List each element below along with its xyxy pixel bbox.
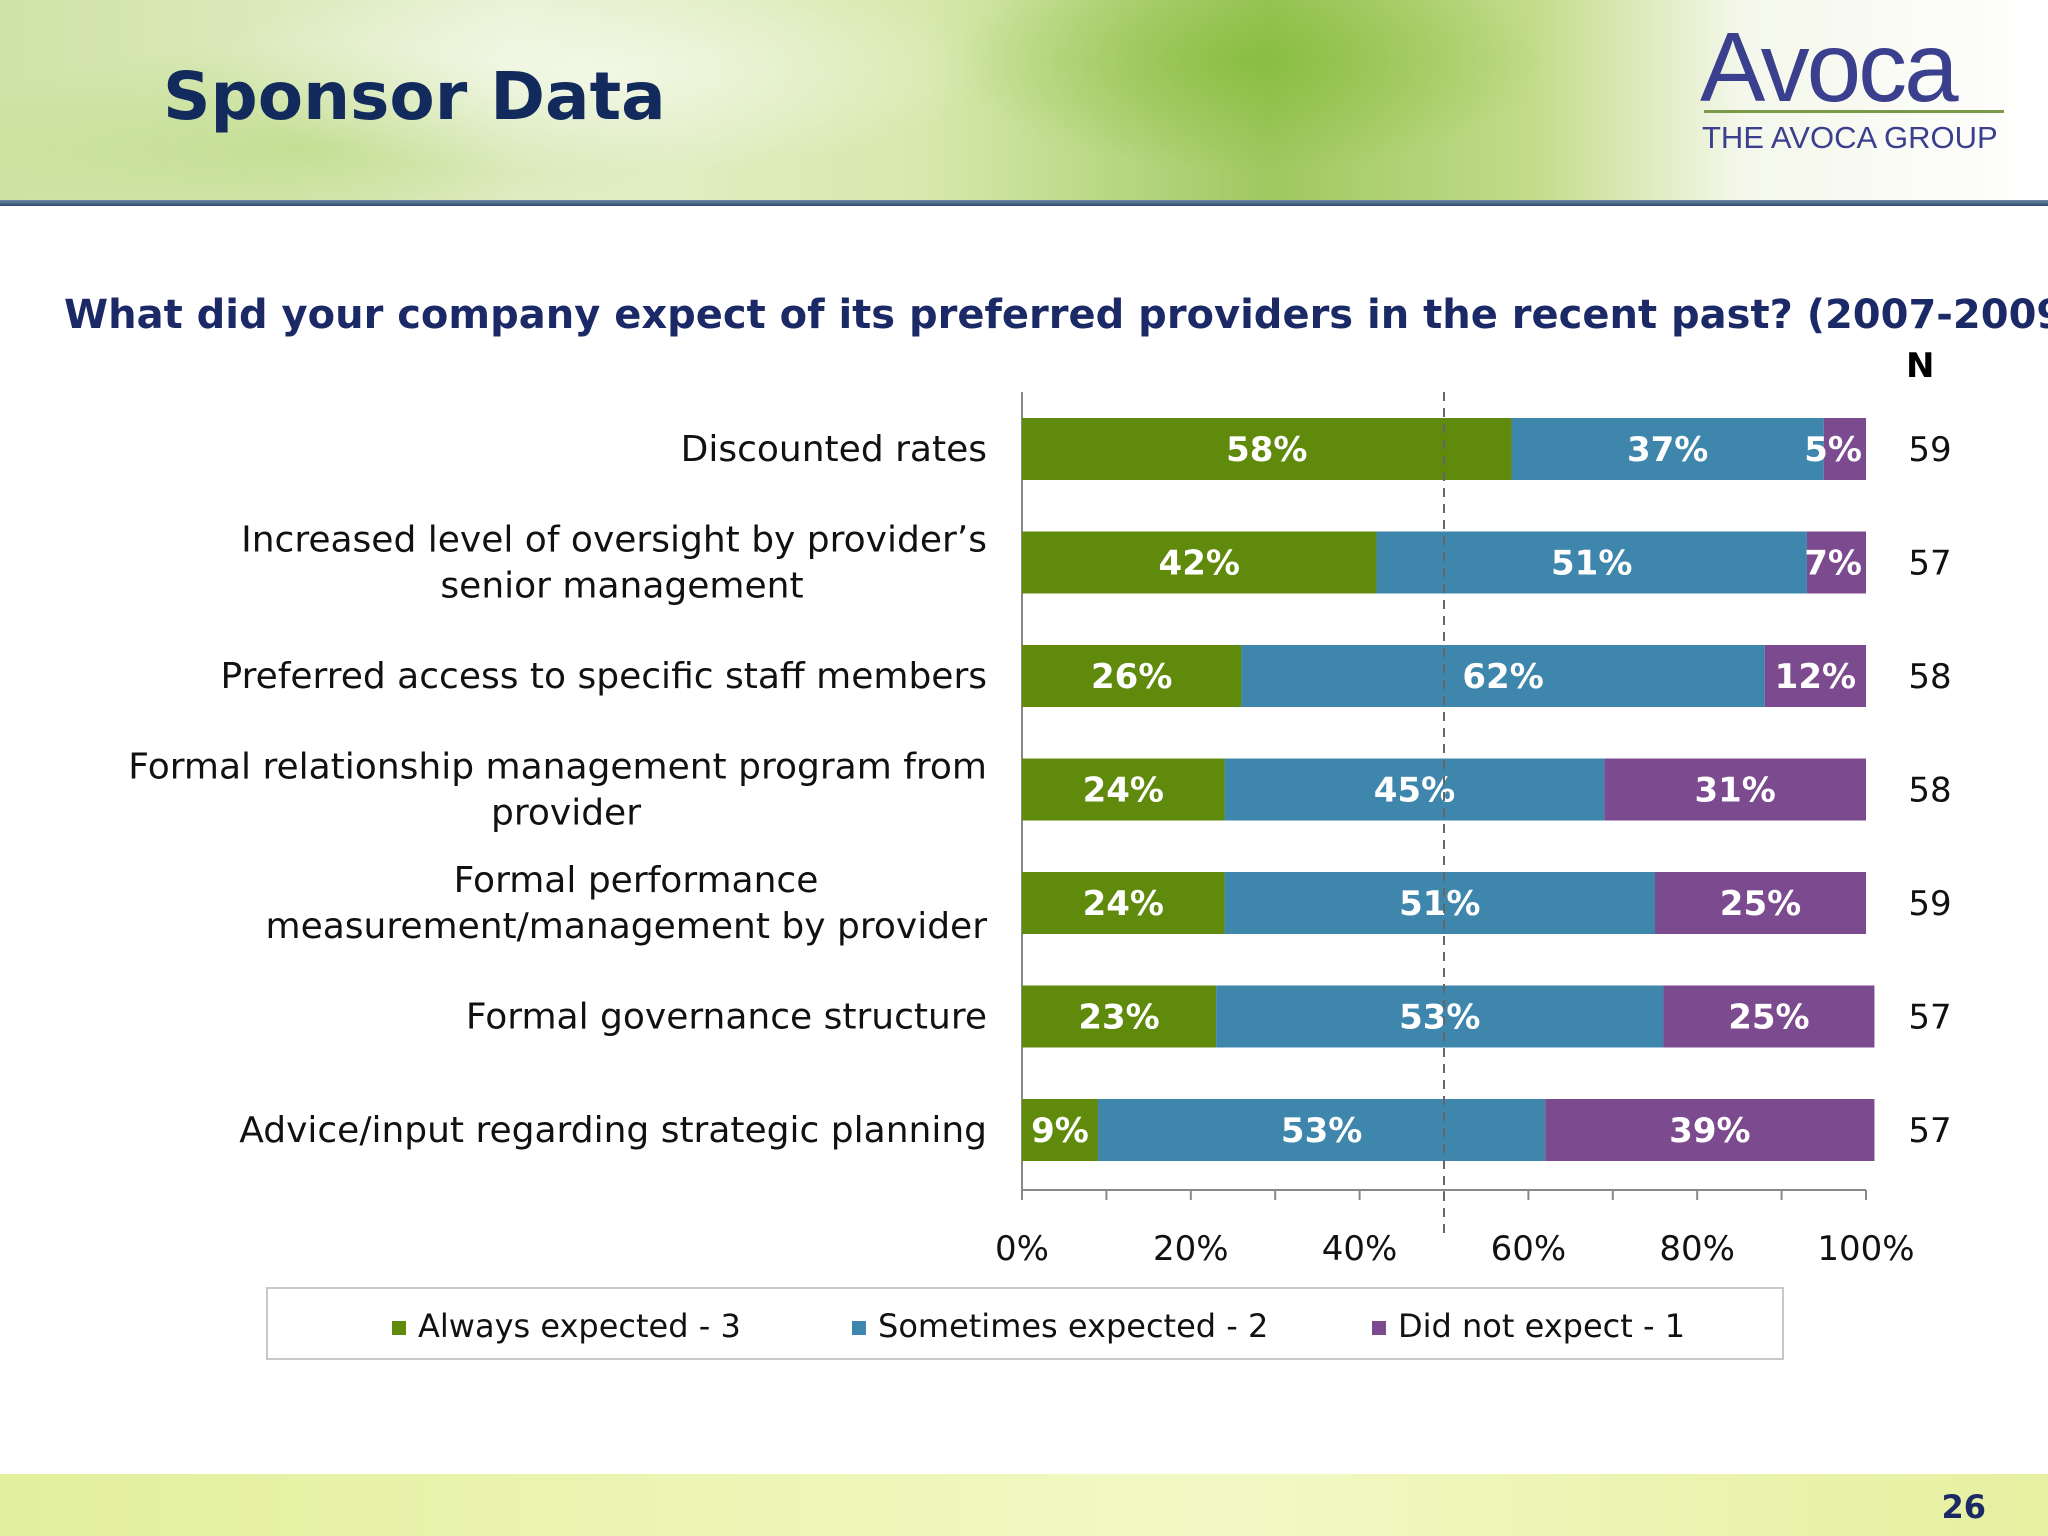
bar-segment: [1511, 418, 1824, 480]
bar-data-label: 25%: [1720, 884, 1801, 924]
chart-question: What did your company expect of its pref…: [64, 292, 2048, 338]
bar-data-label: 42%: [1159, 544, 1240, 584]
bar-data-label: 12%: [1775, 657, 1856, 697]
bar-segment: [1224, 872, 1655, 934]
footer-bar: 26: [0, 1474, 2048, 1536]
legend-item-did-not: Did not expect - 1: [1372, 1307, 1685, 1345]
legend-label-did-not: Did not expect - 1: [1398, 1307, 1686, 1345]
bar-segment: [1224, 758, 1605, 821]
bar-segment: [1022, 418, 1512, 480]
logo-subtitle: THE AVOCA GROUP: [1702, 120, 1998, 155]
bar-data-label: 5%: [1804, 430, 1862, 470]
page-title: Sponsor Data: [163, 58, 666, 135]
bar-segment: [1097, 1099, 1546, 1161]
category-label: Formal governance structure: [466, 997, 987, 1038]
bar-data-label: 51%: [1399, 884, 1480, 924]
category-label: Preferred access to specific staff membe…: [221, 656, 988, 697]
legend-item-always: Always expected - 3: [392, 1307, 741, 1345]
n-value: 57: [1908, 544, 1951, 584]
legend-swatch-sometimes: [852, 1321, 866, 1335]
n-column-header: N: [1906, 346, 1935, 386]
category-label: Formal performance: [454, 860, 819, 901]
bar-segment: [1663, 985, 1875, 1048]
legend-label-sometimes: Sometimes expected - 2: [878, 1307, 1269, 1345]
bar-data-label: 62%: [1462, 657, 1543, 697]
category-label: provider: [491, 793, 641, 834]
bar-data-label: 53%: [1399, 998, 1480, 1038]
category-label: Formal relationship management program f…: [128, 747, 987, 788]
category-label: senior management: [440, 566, 803, 607]
x-tick-label: 0%: [995, 1229, 1049, 1269]
header-banner: [0, 0, 2048, 203]
bar-data-label: 23%: [1078, 998, 1159, 1038]
x-tick-label: 100%: [1817, 1229, 1914, 1269]
bar-data-label: 51%: [1551, 544, 1632, 584]
legend-label-always: Always expected - 3: [418, 1307, 741, 1345]
bar-data-label: 9%: [1031, 1111, 1089, 1151]
bar-segment: [1376, 531, 1807, 594]
x-tick-label: 60%: [1491, 1229, 1567, 1269]
legend-swatch-did-not: [1372, 1321, 1386, 1335]
page-number: 26: [1941, 1488, 1986, 1526]
bar-data-label: 45%: [1374, 771, 1455, 811]
x-tick-label: 20%: [1153, 1229, 1229, 1269]
bar-data-label: 39%: [1669, 1111, 1750, 1151]
legend-item-sometimes: Sometimes expected - 2: [852, 1307, 1268, 1345]
avoca-logo: Avoca THE AVOCA GROUP: [1700, 12, 2012, 162]
bar-segment: [1022, 1099, 1098, 1161]
category-label: Discounted rates: [681, 429, 987, 470]
stacked-bar-chart: 0% 20% 40% 60% 80% 100% 58% 37% 5% Discounted rat…: [128, 392, 1952, 1269]
bar-segment: [1655, 872, 1866, 934]
x-tick-label: 40%: [1322, 1229, 1398, 1269]
bar-segment: [1241, 645, 1765, 707]
bar-data-label: 24%: [1083, 771, 1164, 811]
x-tick-label: 80%: [1659, 1229, 1735, 1269]
n-value: 59: [1908, 884, 1951, 924]
logo-wordmark: Avoca: [1700, 12, 1959, 122]
bar-data-label: 37%: [1627, 430, 1708, 470]
bar-segment: [1604, 758, 1866, 821]
logo-rule: [1704, 110, 2004, 113]
bar-data-label: 58%: [1226, 430, 1307, 470]
bar-segment: [1022, 758, 1225, 821]
n-value: 59: [1908, 430, 1951, 470]
category-label: measurement/management by provider: [266, 906, 988, 947]
category-label: Advice/input regarding strategic plannin…: [239, 1110, 987, 1151]
n-value: 57: [1908, 1111, 1951, 1151]
n-value: 58: [1908, 771, 1951, 811]
bar-segment: [1022, 985, 1217, 1048]
chart-legend: Always expected - 3 Sometimes expected -…: [266, 1287, 1784, 1360]
bar-data-label: 24%: [1083, 884, 1164, 924]
bar-segment: [1022, 531, 1377, 594]
bar-data-label: 31%: [1694, 771, 1775, 811]
category-label: Increased level of oversight by provider…: [241, 520, 987, 561]
header-divider: [0, 200, 2048, 206]
bar-data-label: 7%: [1804, 544, 1862, 584]
bar-segment: [1764, 645, 1866, 707]
bar-segment: [1022, 872, 1225, 934]
bar-segment: [1806, 531, 1866, 594]
bar-segment: [1022, 645, 1242, 707]
bar-segment: [1545, 1099, 1875, 1161]
n-value: 57: [1908, 998, 1951, 1038]
n-value: 58: [1908, 657, 1951, 697]
legend-swatch-always: [392, 1321, 406, 1335]
bar-data-label: 53%: [1281, 1111, 1362, 1151]
bar-segment: [1823, 418, 1866, 480]
bar-data-label: 26%: [1091, 657, 1172, 697]
bar-segment: [1216, 985, 1664, 1048]
bar-data-label: 25%: [1728, 998, 1809, 1038]
